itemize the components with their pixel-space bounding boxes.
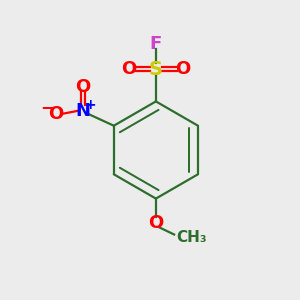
Text: O: O — [121, 60, 136, 78]
Text: N: N — [75, 102, 90, 120]
Text: −: − — [40, 98, 55, 116]
Text: CH₃: CH₃ — [176, 230, 207, 245]
Text: F: F — [150, 35, 162, 53]
Text: +: + — [84, 98, 96, 112]
Text: O: O — [176, 60, 190, 78]
Text: O: O — [48, 105, 63, 123]
Text: O: O — [75, 78, 91, 96]
Text: O: O — [148, 214, 164, 232]
Text: S: S — [149, 59, 163, 79]
